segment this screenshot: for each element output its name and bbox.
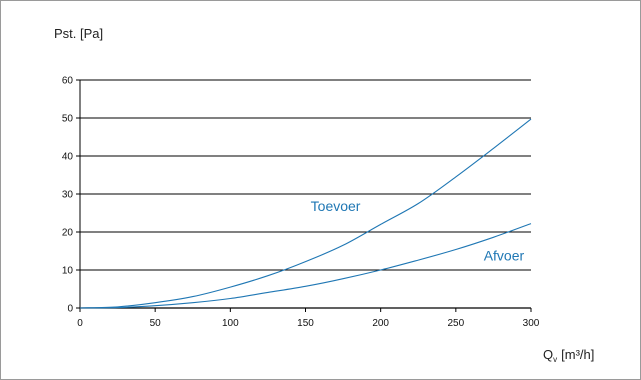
x-axis-label: Qv [m³/h] (543, 347, 594, 364)
y-tick-label-20: 20 (62, 228, 74, 239)
axes (79, 80, 531, 309)
series-label-toevoer: Toevoer (311, 198, 361, 214)
y-tick-label-10: 10 (62, 266, 74, 277)
y-tick-label-40: 40 (62, 152, 74, 163)
x-tick-label-150: 150 (297, 318, 314, 329)
x-tick-labels: 0 50 100 150 200 250 300 (77, 308, 540, 329)
x-axis-label-sub: v (553, 355, 557, 364)
series-line-toevoer (79, 118, 532, 309)
y-tick-label-60: 60 (62, 76, 74, 87)
series-line-afvoer (79, 223, 532, 309)
grid-lines (76, 79, 531, 309)
y-tick-label-50: 50 (62, 114, 74, 125)
series-labels: Toevoer Afvoer (311, 198, 525, 263)
x-axis-label-unit: [m³/h] (561, 347, 594, 362)
y-tick-label-30: 30 (62, 190, 74, 201)
svg-text:Qv[m³/h]: Qv [m³/h] (543, 347, 594, 364)
x-tick-label-100: 100 (222, 318, 239, 329)
x-axis-label-q: Q (543, 347, 553, 362)
y-tick-labels: 0 10 20 30 40 50 60 (62, 76, 74, 315)
series-lines (79, 118, 532, 309)
y-axis-label: Pst. [Pa] (54, 26, 103, 41)
x-tick-label-250: 250 (447, 318, 464, 329)
x-tick-label-0: 0 (77, 318, 83, 329)
x-tick-label-200: 200 (372, 318, 389, 329)
x-tick-label-50: 50 (150, 318, 162, 329)
x-tick-label-300: 300 (523, 318, 540, 329)
series-label-afvoer: Afvoer (484, 248, 525, 264)
y-tick-label-0: 0 (67, 304, 73, 315)
